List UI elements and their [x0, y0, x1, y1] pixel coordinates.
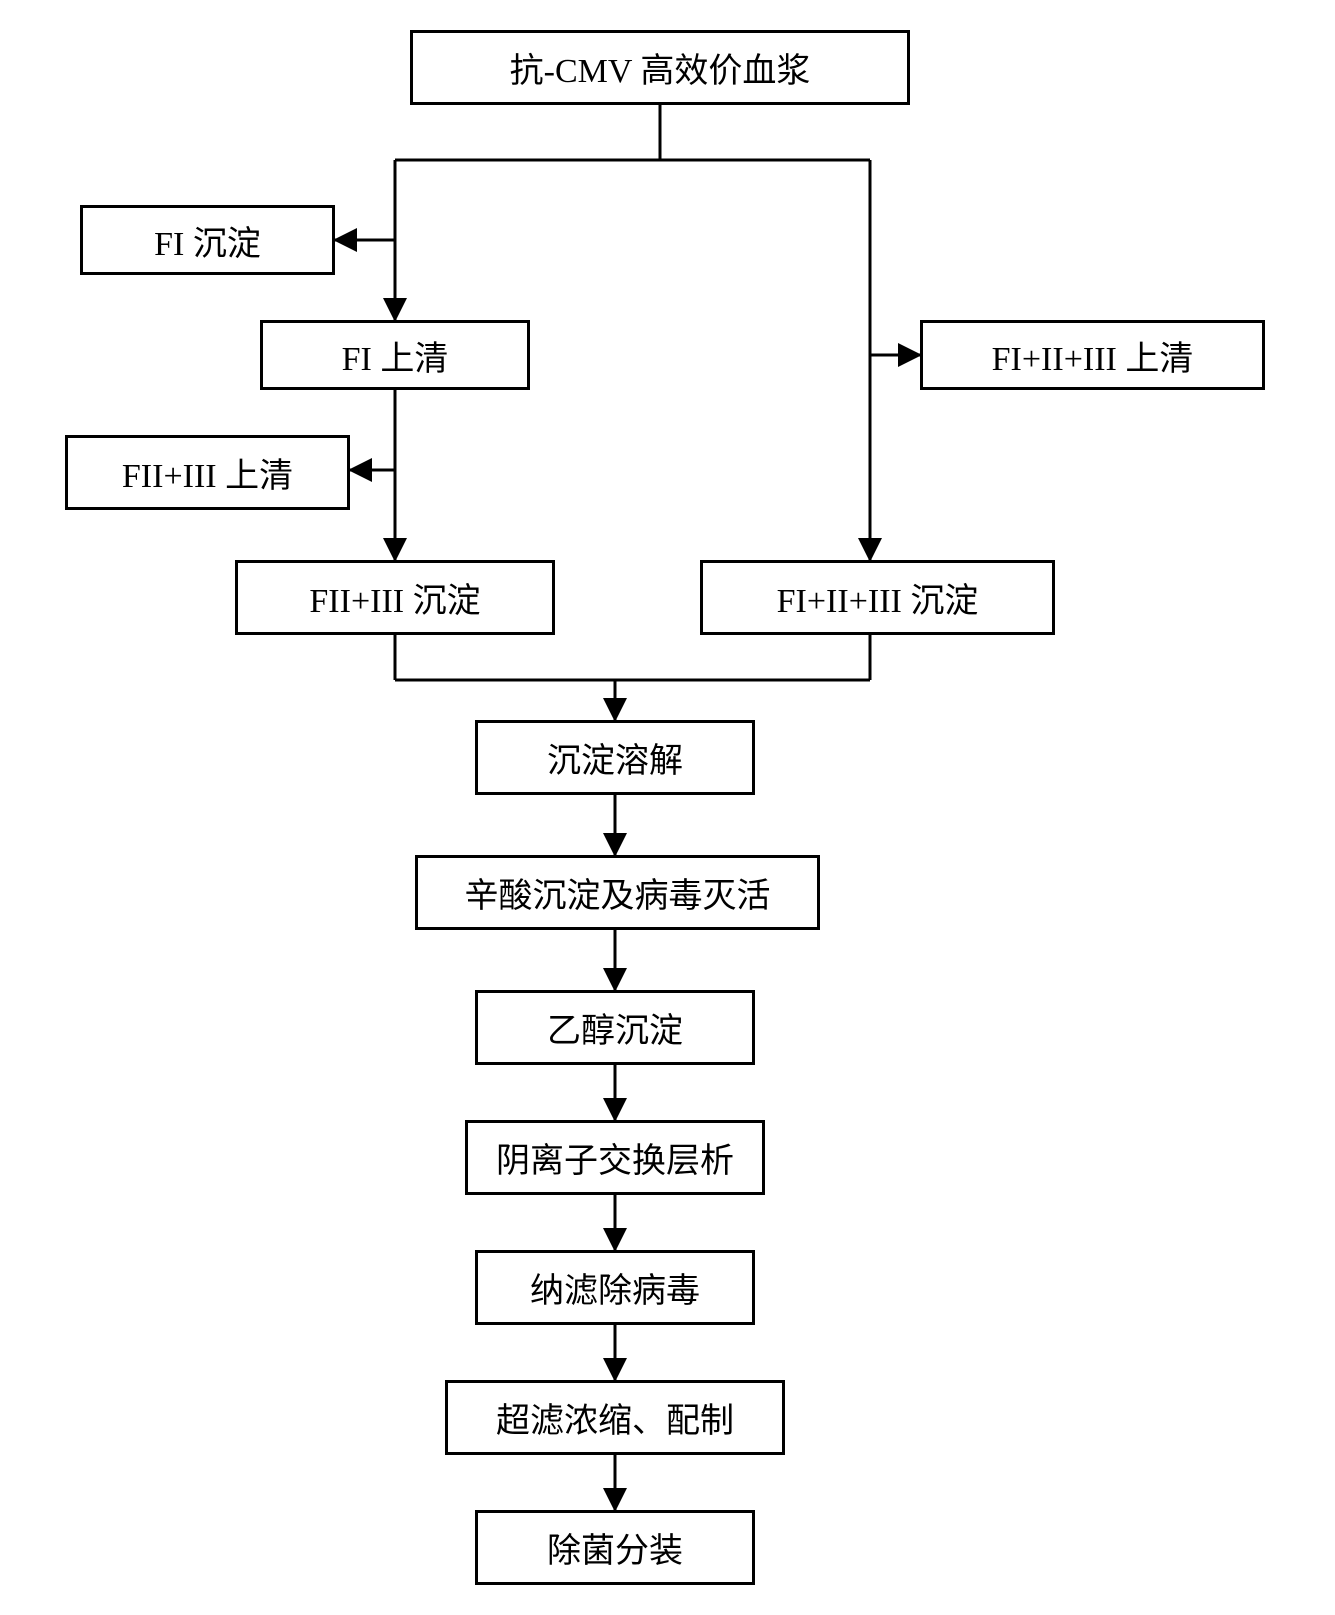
node-label: 抗-CMV 高效价血浆 [510, 43, 811, 92]
node-label: 乙醇沉淀 [547, 1003, 683, 1052]
node-label: FII+III 上清 [122, 448, 293, 497]
node-label: FI 上清 [342, 331, 449, 380]
node-source-plasma: 抗-CMV 高效价血浆 [410, 30, 910, 105]
node-label: FI 沉淀 [154, 216, 261, 265]
node-label: 纳滤除病毒 [530, 1263, 700, 1312]
node-dissolve: 沉淀溶解 [475, 720, 755, 795]
node-fii-iii-precipitate: FII+III 沉淀 [235, 560, 555, 635]
node-label: FII+III 沉淀 [309, 573, 480, 622]
node-fi-ii-iii-supernatant: FI+II+III 上清 [920, 320, 1265, 390]
node-label: 超滤浓缩、配制 [496, 1393, 734, 1442]
node-label: FI+II+III 上清 [992, 331, 1194, 380]
node-sterile-fill: 除菌分装 [475, 1510, 755, 1585]
node-label: 辛酸沉淀及病毒灭活 [465, 868, 771, 917]
node-fi-ii-iii-precipitate: FI+II+III 沉淀 [700, 560, 1055, 635]
node-caprylic-inactivation: 辛酸沉淀及病毒灭活 [415, 855, 820, 930]
node-label: FI+II+III 沉淀 [777, 573, 979, 622]
node-label: 沉淀溶解 [547, 733, 683, 782]
node-anion-exchange: 阴离子交换层析 [465, 1120, 765, 1195]
node-ethanol-precipitation: 乙醇沉淀 [475, 990, 755, 1065]
node-fi-supernatant: FI 上清 [260, 320, 530, 390]
node-label: 阴离子交换层析 [496, 1133, 734, 1182]
node-label: 除菌分装 [547, 1523, 683, 1572]
node-ultrafiltration: 超滤浓缩、配制 [445, 1380, 785, 1455]
node-fi-precipitate: FI 沉淀 [80, 205, 335, 275]
node-nanofiltration: 纳滤除病毒 [475, 1250, 755, 1325]
node-fii-iii-supernatant: FII+III 上清 [65, 435, 350, 510]
